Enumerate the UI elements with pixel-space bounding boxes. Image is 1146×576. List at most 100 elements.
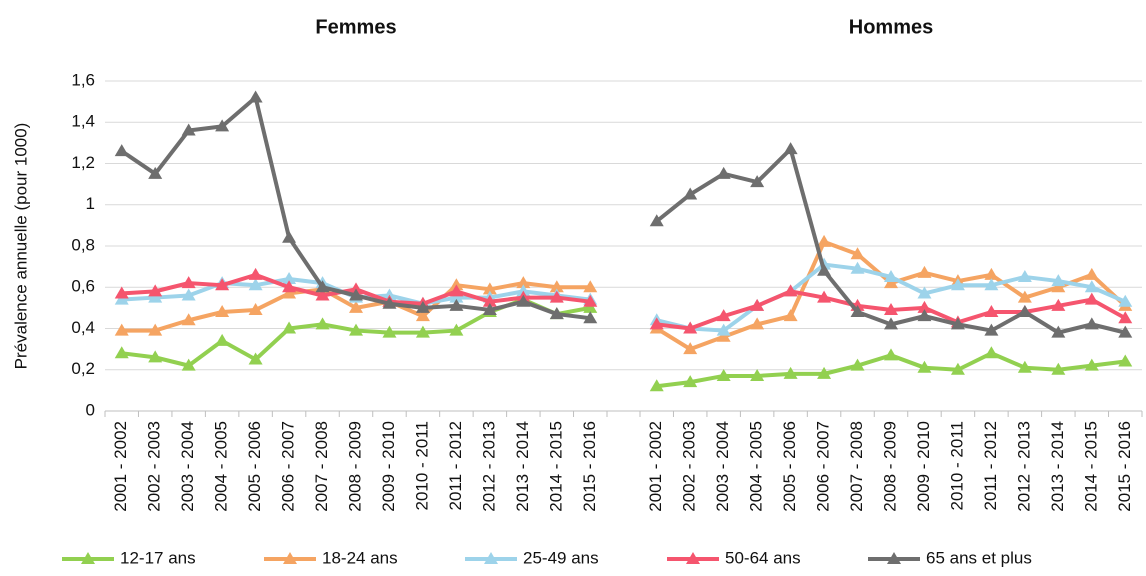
point-marker: [750, 298, 765, 311]
point-marker: [516, 294, 531, 307]
point-marker: [817, 366, 832, 379]
y-tick-label: 1,2: [71, 153, 95, 172]
point-marker: [884, 302, 898, 315]
point-marker: [850, 358, 865, 371]
point-marker: [382, 288, 397, 301]
x-tick-label: 2007 - 2008: [847, 421, 866, 512]
x-tick-label: 2003 - 2004: [713, 421, 732, 512]
x-tick-label: 2009 - 2010: [379, 421, 398, 512]
point-marker: [114, 292, 129, 305]
point-marker: [1051, 274, 1066, 287]
point-marker: [114, 144, 129, 157]
point-marker: [917, 309, 932, 322]
point-marker: [1084, 317, 1099, 330]
legend-label: 18-24 ans: [322, 548, 398, 567]
x-tick-label: 2002 - 2003: [145, 421, 164, 512]
point-marker: [984, 267, 999, 280]
point-marker: [1051, 325, 1066, 338]
point-marker: [884, 276, 898, 289]
point-marker: [449, 323, 464, 336]
point-marker: [750, 175, 765, 188]
x-tick-label: 2009 - 2010: [914, 421, 933, 512]
y-tick-label: 1,4: [71, 112, 95, 131]
legend-marker: [887, 552, 901, 564]
x-tick-label: 2005 - 2006: [780, 421, 799, 512]
x-tick-label: 2011 - 2012: [981, 421, 1000, 510]
point-marker: [783, 284, 798, 297]
point-marker: [917, 265, 932, 278]
point-marker: [181, 313, 196, 326]
point-marker: [1084, 292, 1099, 305]
point-marker: [282, 321, 297, 334]
point-marker: [349, 288, 363, 301]
point-marker: [282, 272, 297, 284]
legend-label: 12-17 ans: [120, 548, 196, 567]
legend-marker: [686, 552, 700, 564]
point-marker: [750, 317, 765, 330]
point-marker: [516, 276, 531, 289]
point-marker: [1017, 269, 1032, 282]
point-marker: [984, 346, 999, 359]
point-marker: [215, 119, 230, 132]
point-marker: [917, 360, 932, 373]
point-marker: [984, 323, 999, 336]
point-marker: [917, 286, 932, 299]
x-tick-label: 2006 - 2007: [814, 421, 833, 512]
y-tick-label: 0: [86, 400, 95, 419]
point-marker: [817, 234, 832, 247]
x-tick-label: 2015 - 2016: [1115, 421, 1134, 512]
point-marker: [482, 282, 497, 295]
x-tick-label: 2008 - 2009: [880, 421, 899, 512]
x-tick-label: 2011 - 2012: [446, 421, 465, 510]
point-marker: [215, 333, 230, 346]
point-marker: [1084, 280, 1099, 293]
legend-marker: [283, 552, 297, 564]
point-marker: [683, 375, 698, 388]
point-marker: [716, 368, 731, 381]
point-marker: [583, 294, 598, 307]
point-marker: [950, 362, 965, 375]
point-marker: [449, 284, 464, 297]
point-marker: [181, 276, 196, 289]
point-marker: [984, 305, 999, 317]
point-marker: [850, 305, 865, 317]
point-marker: [248, 352, 263, 365]
x-tick-label: 2005 - 2006: [245, 421, 264, 512]
x-tick-label: 2004 - 2005: [212, 421, 231, 512]
point-marker: [1017, 360, 1032, 373]
point-marker: [583, 300, 598, 313]
point-marker: [148, 166, 163, 179]
point-marker: [917, 300, 932, 313]
point-marker: [884, 317, 898, 330]
point-marker: [315, 317, 330, 330]
y-tick-label: 0,8: [71, 235, 95, 254]
point-marker: [1017, 290, 1032, 303]
point-marker: [549, 290, 564, 303]
point-marker: [583, 280, 598, 293]
point-marker: [349, 323, 363, 336]
y-axis-label: Prévalence annuelle (pour 1000): [11, 123, 30, 370]
point-marker: [482, 302, 497, 315]
point-marker: [315, 280, 330, 293]
point-marker: [248, 278, 263, 291]
point-marker: [181, 288, 196, 301]
point-marker: [716, 323, 731, 336]
point-marker: [716, 329, 731, 342]
point-marker: [1084, 267, 1099, 280]
point-marker: [415, 325, 430, 338]
point-marker: [382, 296, 397, 309]
point-marker: [415, 309, 430, 322]
point-marker: [349, 300, 363, 313]
point-marker: [1051, 362, 1066, 375]
y-tick-label: 0,4: [71, 318, 95, 337]
point-marker: [382, 325, 397, 338]
x-tick-label: 2003 - 2004: [178, 421, 197, 512]
point-marker: [549, 307, 564, 320]
point-marker: [1017, 305, 1032, 317]
y-tick-label: 0,2: [71, 359, 95, 378]
x-tick-label: 2014 - 2015: [1081, 421, 1100, 512]
x-tick-label: 2001 - 2002: [111, 421, 130, 512]
point-marker: [114, 323, 129, 336]
